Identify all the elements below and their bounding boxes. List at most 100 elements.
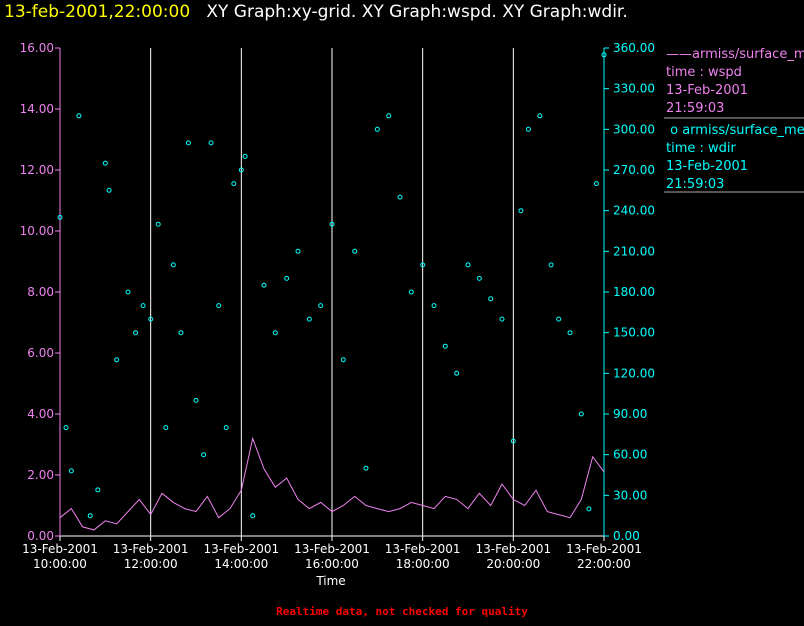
wdir-point — [185, 140, 191, 146]
legend-wdir-marker: o — [666, 123, 683, 138]
y-left-tick-label: 14.00 — [20, 102, 54, 116]
x-tick-label-date: 13-Feb-2001 — [385, 542, 461, 556]
wdir-point — [114, 357, 120, 363]
wdir-point — [125, 289, 131, 295]
y-right-tick-label: 360.00 — [613, 41, 655, 55]
wdir-point — [578, 411, 584, 417]
wdir-point — [250, 513, 256, 519]
x-tick-label-time: 16:00:00 — [305, 557, 359, 571]
axes: 13-Feb-200110:00:0013-Feb-200112:00:0013… — [20, 41, 655, 571]
x-tick-label-date: 13-Feb-2001 — [113, 542, 189, 556]
wdir-point — [170, 262, 176, 268]
wdir-point — [537, 113, 543, 119]
wdir-point — [408, 289, 414, 295]
legend-wdir-date: 13-Feb-2001 — [666, 159, 749, 174]
wdir-point — [340, 357, 346, 363]
legend-wdir-time: 21:59:03 — [666, 177, 725, 192]
wdir-point — [386, 113, 392, 119]
legend-wdir-name: armiss/surface_met — [682, 123, 804, 138]
wdir-point — [318, 303, 324, 309]
wdir-point — [442, 343, 448, 349]
chart-header: 13-feb-2001,22:00:00 XY Graph:xy-grid. X… — [4, 2, 628, 22]
wdir-point — [261, 282, 267, 288]
vertical-grid — [150, 48, 514, 536]
wdir-point — [548, 262, 554, 268]
wdir-point — [57, 214, 63, 220]
y-right-tick-label: 330.00 — [613, 82, 655, 96]
wdir-point — [95, 487, 101, 493]
x-tick-label-date: 13-Feb-2001 — [22, 542, 98, 556]
x-tick-label-time: 14:00:00 — [214, 557, 268, 571]
wdir-point — [238, 167, 244, 173]
wdir-point — [284, 275, 290, 281]
wdir-point — [272, 330, 278, 336]
wdir-point — [397, 194, 403, 200]
y-left-tick-label: 2.00 — [27, 468, 54, 482]
legend-wspd-marker: —— — [666, 47, 692, 62]
legend-separators — [664, 117, 804, 193]
y-right-tick-label: 30.00 — [613, 488, 647, 502]
x-tick-label-time: 22:00:00 — [577, 557, 631, 571]
y-right-tick-label: 210.00 — [613, 244, 655, 258]
wspd-line — [59, 436, 605, 531]
wdir-point — [525, 126, 531, 132]
y-right-tick-label: 150.00 — [613, 326, 655, 340]
wdir-point — [431, 303, 437, 309]
x-axis-label: Time — [315, 574, 345, 588]
y-right-tick-label: 270.00 — [613, 163, 655, 177]
y-left-tick-label: 16.00 — [20, 41, 54, 55]
wdir-point — [556, 316, 562, 322]
wdir-point — [223, 425, 229, 431]
x-tick-label-date: 13-Feb-2001 — [566, 542, 642, 556]
x-tick-label-date: 13-Feb-2001 — [294, 542, 370, 556]
wdir-point — [476, 275, 482, 281]
wdir-point — [499, 316, 505, 322]
x-tick-label-time: 20:00:00 — [486, 557, 540, 571]
wdir-point — [601, 52, 607, 58]
wdir-point — [216, 303, 222, 309]
legend-wspd-time: 21:59:03 — [666, 101, 725, 116]
x-tick-label-date: 13-Feb-2001 — [475, 542, 551, 556]
wdir-point — [567, 330, 573, 336]
wdir-point — [201, 452, 207, 458]
wdir-point — [352, 248, 358, 254]
legend-wspd-name: armiss/surface_met — [692, 47, 804, 62]
wdir-point — [586, 506, 592, 512]
y-right-tick-label: 300.00 — [613, 122, 655, 136]
wdir-point — [178, 330, 184, 336]
wdir-series — [57, 52, 607, 519]
wdir-point — [518, 208, 524, 214]
y-left-tick-label: 8.00 — [27, 285, 54, 299]
wdir-point — [242, 153, 248, 159]
x-tick-label-date: 13-Feb-2001 — [203, 542, 279, 556]
wdir-point — [306, 316, 312, 322]
wdir-point — [593, 181, 599, 187]
wdir-point — [510, 438, 516, 444]
legend-wdir: o armiss/surface_met time : wdir 13-Feb-… — [666, 122, 804, 194]
wdir-point — [454, 370, 460, 376]
y-right-tick-label: 90.00 — [613, 407, 647, 421]
x-tick-label-time: 18:00:00 — [396, 557, 450, 571]
wspd-series — [59, 436, 605, 531]
legend-wdir-field: time : wdir — [666, 141, 736, 156]
wdir-point — [420, 262, 426, 268]
wdir-point — [148, 316, 154, 322]
wdir-point — [102, 160, 108, 166]
wdir-point — [155, 221, 161, 227]
y-left-tick-label: 4.00 — [27, 407, 54, 421]
y-right-tick-label: 120.00 — [613, 366, 655, 380]
wdir-point — [329, 221, 335, 227]
quality-notice: Realtime data, not checked for quality — [276, 605, 528, 618]
wdir-point — [231, 181, 237, 187]
legend-wspd: ——armiss/surface_met time : wspd 13-Feb-… — [666, 46, 804, 118]
wdir-point — [140, 303, 146, 309]
y-right-tick-label: 0.00 — [613, 529, 640, 543]
y-left-tick-label: 10.00 — [20, 224, 54, 238]
y-left-tick-label: 0.00 — [27, 529, 54, 543]
wdir-point — [87, 513, 93, 519]
x-tick-label-time: 12:00:00 — [124, 557, 178, 571]
graph-names: XY Graph:xy-grid. XY Graph:wspd. XY Grap… — [206, 2, 628, 22]
wdir-point — [208, 140, 214, 146]
wdir-point — [193, 397, 199, 403]
